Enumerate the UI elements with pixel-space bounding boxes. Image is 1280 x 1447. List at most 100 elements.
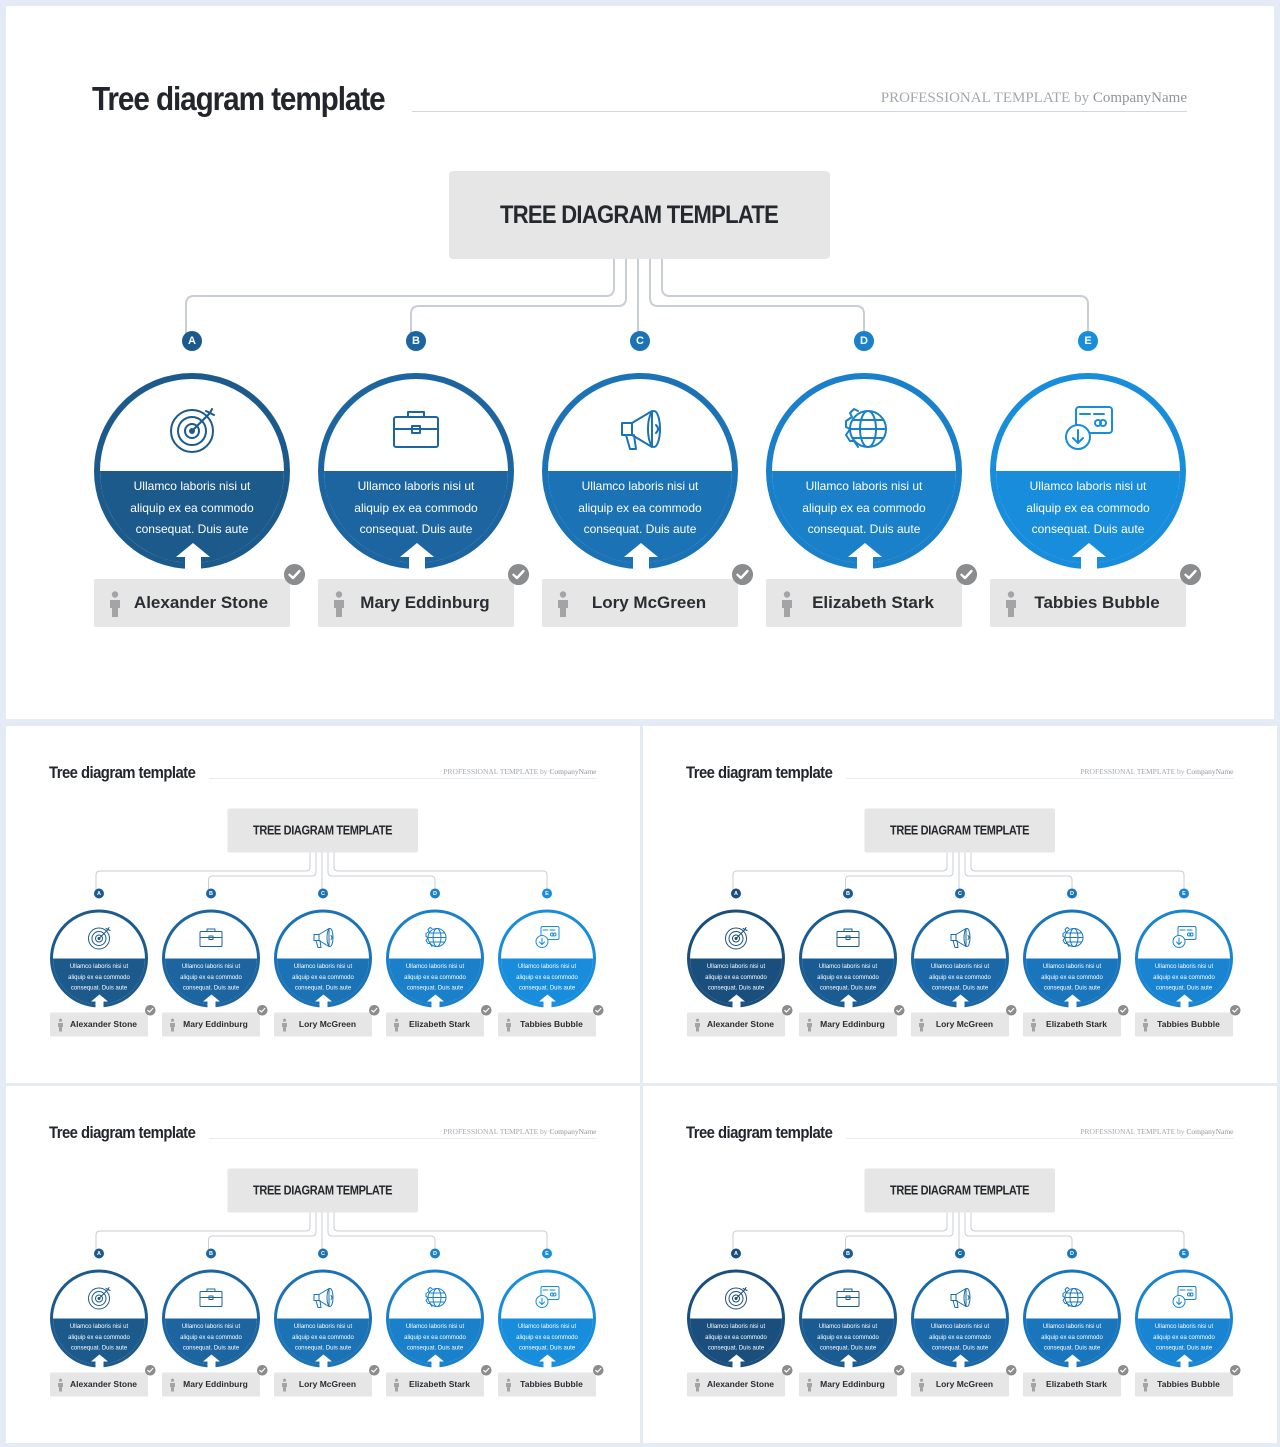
up-arrow-stem — [95, 1360, 104, 1368]
briefcase-icon — [836, 1288, 860, 1307]
node-letter-badge: C — [955, 888, 965, 899]
slide-content: Tree diagram template PROFESSIONAL TEMPL… — [643, 726, 1277, 1083]
slide-1[interactable]: Tree diagram template PROFESSIONAL TEMPL… — [6, 6, 1274, 719]
checkmark-icon — [1230, 1365, 1241, 1376]
person-name: Lory McGreen — [935, 1379, 994, 1390]
tree-connectors — [732, 1212, 1185, 1250]
node-letter-badge: C — [318, 888, 328, 899]
name-card: Mary Eddinburg — [162, 1012, 260, 1037]
node-circle: Ullamco laboris nisi ut aliquip ex ea co… — [687, 1269, 785, 1368]
slide-4[interactable]: Tree diagram template PROFESSIONAL TEMPL… — [6, 1086, 640, 1443]
checkmark-icon — [481, 1005, 492, 1016]
checkmark-icon — [593, 1005, 604, 1016]
up-arrow-stem — [1180, 1000, 1189, 1008]
tree-connectors — [95, 1212, 548, 1250]
up-arrow-icon — [539, 994, 556, 1002]
tree-node-e: E Ullamco laboris nisi ut aliquip ex ea c… — [498, 888, 604, 1039]
person-icon — [807, 1378, 812, 1392]
up-arrow-icon — [840, 994, 857, 1002]
checkmark-icon — [894, 1005, 905, 1016]
tree-node-a: A Ullamco laboris nisi ut aliquip ex ea c… — [687, 888, 793, 1039]
node-description: Ullamco laboris nisi ut aliquip ex ea co… — [1041, 1322, 1103, 1352]
up-arrow-stem — [431, 1000, 440, 1008]
node-letter-badge: E — [542, 888, 552, 899]
up-arrow-stem — [956, 1360, 965, 1368]
node-letter-badge: B — [406, 331, 426, 351]
up-arrow-stem — [319, 1000, 328, 1008]
checkmark-icon — [1230, 1005, 1241, 1016]
node-letter-badge: B — [843, 1248, 853, 1259]
person-name: Alexander Stone — [133, 593, 269, 612]
tree-node-d: D Ullamco laboris nisi ut aliquip ex ea c… — [1023, 888, 1129, 1039]
slide-title: Tree diagram template — [92, 80, 386, 117]
node-letter-badge: C — [955, 1248, 965, 1259]
name-card: Lory McGreen — [911, 1012, 1009, 1037]
node-description: Ullamco laboris nisi ut aliquip ex ea co… — [705, 962, 767, 992]
person-icon — [58, 1378, 63, 1392]
connector-e — [970, 1212, 1185, 1250]
node-description: Ullamco laboris nisi ut aliquip ex ea co… — [817, 1322, 879, 1352]
up-arrow-stem — [185, 555, 201, 569]
person-icon — [695, 1018, 700, 1032]
person-name: Mary Eddinburg — [820, 1379, 885, 1390]
node-description: Ullamco laboris nisi ut aliquip ex ea co… — [802, 479, 926, 536]
slide-content: Tree diagram template PROFESSIONAL TEMPL… — [6, 1086, 640, 1443]
node-circle: Ullamco laboris nisi ut aliquip ex ea co… — [766, 373, 962, 569]
tree-node-e: E Ullamco laboris nisi ut aliquip ex ea c… — [498, 1248, 604, 1399]
up-arrow-icon — [427, 994, 444, 1002]
name-card: Mary Eddinburg — [162, 1372, 260, 1397]
slide-title: Tree diagram template — [49, 1123, 196, 1142]
up-arrow-icon — [539, 1354, 556, 1362]
name-card: Tabbies Bubble — [990, 579, 1186, 627]
slide-subtitle: PROFESSIONAL TEMPLATE by CompanyName — [1080, 1128, 1233, 1137]
name-card: Tabbies Bubble — [1135, 1012, 1233, 1037]
up-arrow-icon — [1176, 1354, 1193, 1362]
briefcase-icon — [199, 1288, 223, 1307]
up-arrow-stem — [732, 1000, 741, 1008]
name-card: Elizabeth Stark — [1023, 1012, 1121, 1037]
up-arrow-icon — [1064, 1354, 1081, 1362]
node-description: Ullamco laboris nisi ut aliquip ex ea co… — [180, 1322, 242, 1352]
node-circle: Ullamco laboris nisi ut aliquip ex ea co… — [274, 1269, 372, 1368]
node-circle: Ullamco laboris nisi ut aliquip ex ea co… — [318, 373, 514, 569]
up-arrow-icon — [427, 1354, 444, 1362]
node-circle: Ullamco laboris nisi ut aliquip ex ea co… — [542, 373, 738, 569]
tree-node-b: B Ullamco laboris nisi ut aliquip ex ea c… — [318, 331, 529, 631]
tree-node-c: C Ullamco laboris nisi ut aliquip ex ea c… — [542, 331, 753, 631]
person-name: Elizabeth Stark — [409, 1019, 470, 1030]
node-letter-badge: D — [854, 331, 874, 351]
tree-node-b: B Ullamco laboris nisi ut aliquip ex ea c… — [162, 888, 268, 1039]
node-description: Ullamco laboris nisi ut aliquip ex ea co… — [578, 479, 702, 536]
slide-5[interactable]: Tree diagram template PROFESSIONAL TEMPL… — [643, 1086, 1277, 1443]
node-description: Ullamco laboris nisi ut aliquip ex ea co… — [404, 1322, 466, 1352]
person-icon — [394, 1378, 399, 1392]
slide-2[interactable]: Tree diagram template PROFESSIONAL TEMPL… — [6, 726, 640, 1083]
person-name: Tabbies Bubble — [1034, 593, 1160, 612]
target-icon — [170, 408, 215, 453]
root-node: TREE DIAGRAM TEMPLATE — [864, 1168, 1055, 1213]
node-description: Ullamco laboris nisi ut aliquip ex ea co… — [354, 479, 478, 536]
person-icon — [334, 591, 344, 617]
up-arrow-icon — [840, 1354, 857, 1362]
slide-3[interactable]: Tree diagram template PROFESSIONAL TEMPL… — [643, 726, 1277, 1083]
node-description: Ullamco laboris nisi ut aliquip ex ea co… — [404, 962, 466, 992]
person-icon — [110, 591, 120, 617]
up-arrow-icon — [952, 994, 969, 1002]
person-name: Mary Eddinburg — [183, 1019, 248, 1030]
checkmark-icon — [782, 1365, 793, 1376]
person-name: Elizabeth Stark — [409, 1379, 470, 1390]
root-node-label: TREE DIAGRAM TEMPLATE — [500, 200, 779, 229]
person-name: Mary Eddinburg — [360, 593, 490, 612]
name-card: Elizabeth Stark — [386, 1012, 484, 1037]
connector-b — [845, 1212, 954, 1250]
node-letter-badge: B — [843, 888, 853, 899]
payment-icon — [535, 1286, 560, 1308]
megaphone-icon — [313, 1288, 334, 1308]
up-arrow-icon — [848, 543, 882, 557]
megaphone-icon — [950, 1288, 971, 1308]
person-name: Lory McGreen — [935, 1019, 994, 1030]
name-card: Lory McGreen — [274, 1372, 372, 1397]
target-icon — [88, 927, 111, 950]
node-circle: Ullamco laboris nisi ut aliquip ex ea co… — [386, 1269, 484, 1368]
person-icon — [1143, 1018, 1148, 1032]
